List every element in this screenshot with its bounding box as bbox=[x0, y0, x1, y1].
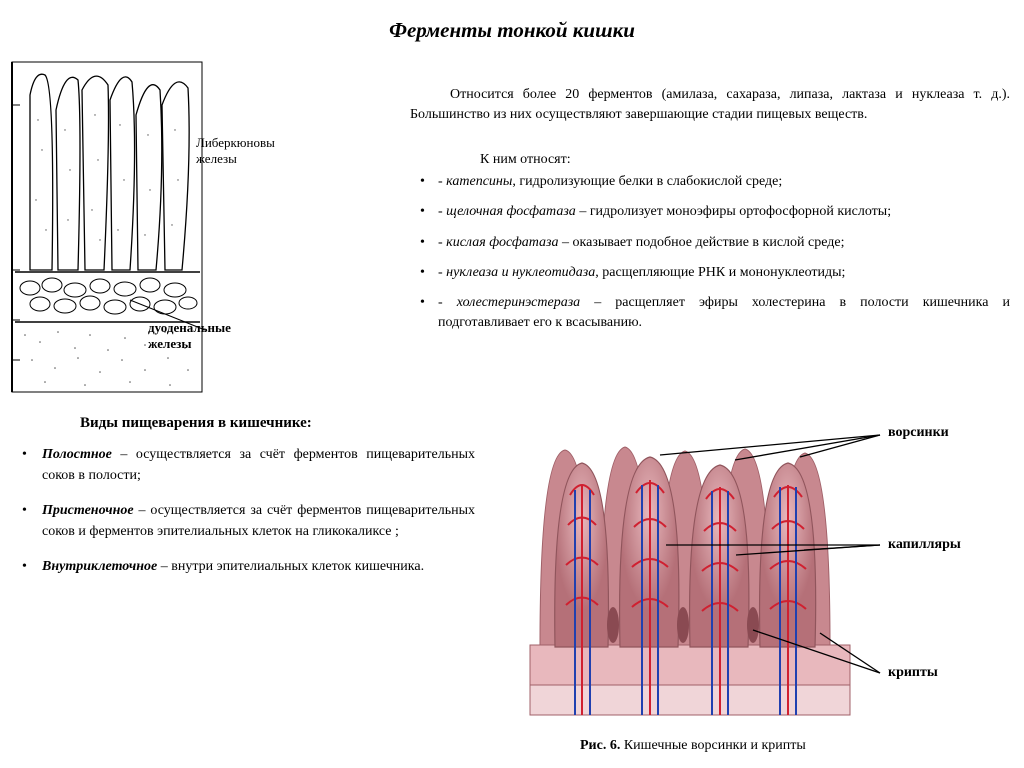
figure-caption: Рис. 6. Кишечные ворсинки и крипты bbox=[580, 738, 806, 754]
enzyme-list: - катепсины, гидролизующие белки в слабо… bbox=[420, 172, 1010, 344]
list-item: - щелочная фосфатаза – гидролизует моноэ… bbox=[420, 202, 1010, 222]
villi-label-villi: ворсинки bbox=[888, 425, 949, 441]
villi-label-crypts: крипты bbox=[888, 665, 938, 681]
intro-paragraph: Относится более 20 ферментов (амилаза, с… bbox=[410, 85, 1010, 126]
page-title: Ферменты тонкой кишки bbox=[0, 18, 1024, 43]
villi-svg bbox=[510, 415, 1010, 755]
histology-label-lieberkuhn: Либеркюновы железы bbox=[196, 135, 275, 168]
digestion-list: Полостное – осуществляется за счёт ферме… bbox=[20, 444, 475, 591]
list-item: Внутриклеточное – внутри эпителиальных к… bbox=[20, 556, 475, 577]
histology-label-duodenal: дуоденальные железы bbox=[148, 320, 231, 353]
digestion-heading: Виды пищеварения в кишечнике: bbox=[80, 415, 312, 432]
list-item: Пристеночное – осуществляется за счёт фе… bbox=[20, 500, 475, 542]
list-item: - нуклеаза и нуклеотидаза, расщепляющие … bbox=[420, 263, 1010, 283]
list-item: Полостное – осуществляется за счёт ферме… bbox=[20, 444, 475, 486]
list-item: - кислая фосфатаза – оказывает подобное … bbox=[420, 233, 1010, 253]
enzyme-list-heading: К ним относят: bbox=[480, 152, 571, 168]
list-item: - катепсины, гидролизующие белки в слабо… bbox=[420, 172, 1010, 192]
villi-label-capillaries: капилляры bbox=[888, 537, 961, 553]
villi-diagram: ворсинки капилляры крипты bbox=[510, 415, 1010, 755]
list-item: - холестеринэстераза – расщепляет эфиры … bbox=[420, 293, 1010, 334]
